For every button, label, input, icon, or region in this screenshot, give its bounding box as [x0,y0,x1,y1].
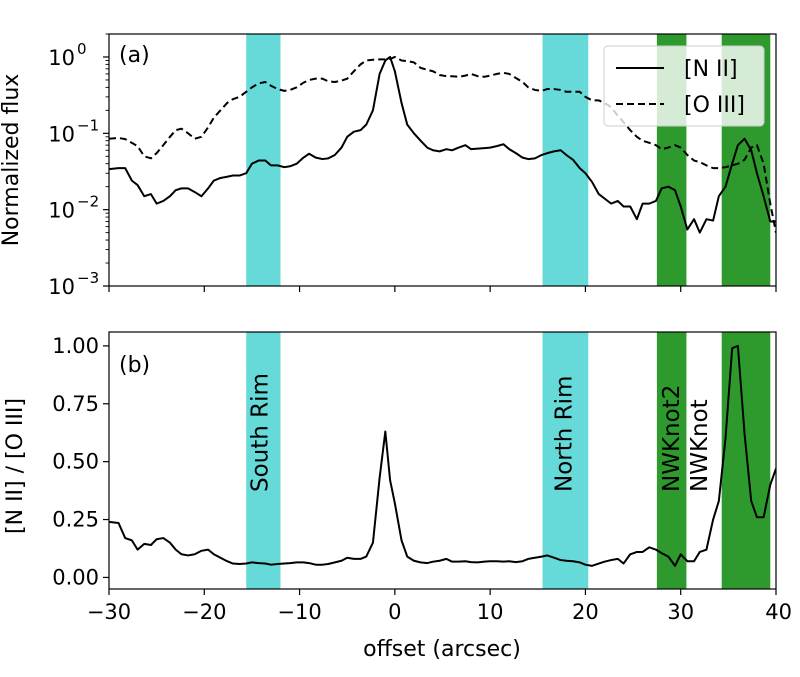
panel-b-region-2 [656,332,687,589]
series-line-n2 [109,55,776,234]
panel-a-frame [108,33,777,287]
series-line-o3 [109,55,776,233]
panel-b-xtick-label-7: 40 [765,600,792,624]
panel-b-xtick-label-2: −10 [277,600,321,624]
panel-a-ytick-exp-2: −1 [77,116,99,134]
panel-b-ytick-label-1: 0.25 [52,508,99,532]
panel-b-region-0 [246,332,281,589]
ratio-line [109,344,776,567]
panel-b-xtick-label-3: 0 [388,600,401,624]
panel-a-tag: (a) [119,43,150,68]
region-label-0: South Rim [248,373,274,492]
panel-a-region-1 [542,34,589,286]
panel-b-xtick-label-4: 10 [477,600,504,624]
legend-label-o3: [O III] [684,93,745,118]
panel-b-tag: (b) [119,353,150,378]
panel-a-lines [109,55,776,234]
panel-b-ytick-label-3: 0.75 [52,392,99,416]
panel-b-ylabel: [N II] / [O III] [3,398,28,534]
legend-label-n2: [N II] [684,57,738,82]
panel-a-ytick-exp-0: −3 [77,269,99,287]
panel-b-region-3 [721,332,771,589]
panel-b: South Rim North Rim NWKnot2 NWKnot 0.00 0.25… [3,331,792,662]
panel-b-region-1 [542,332,589,589]
region-label-1: North Rim [552,376,578,492]
region-label-2: NWKnot2 [659,385,685,492]
legend: [N II] [O III] [603,45,765,127]
panel-b-xtick-label-0: −30 [87,600,131,624]
panel-a-ytick-exp-1: −2 [77,193,99,211]
legend-box [603,45,765,127]
panel-b-ticks: 0.00 0.25 0.50 0.75 1.00 −30 −20 −10 0 10 20 30 40 [52,334,792,624]
region-label-3: NWKnot [687,399,713,492]
panel-b-ytick-label-4: 1.00 [52,334,99,358]
panel-a-ytick-label-1: 10 [48,199,75,223]
panel-a-ylabel: Normalized flux [0,74,24,247]
panel-a-ytick-label-3: 10 [48,46,75,70]
panel-b-region-labels: South Rim North Rim NWKnot2 NWKnot [248,373,713,492]
panel-b-xtick-label-1: −20 [182,600,226,624]
panel-b-xtick-label-6: 30 [667,600,694,624]
panel-b-lines [109,344,776,567]
x-axis-label: offset (arcsec) [363,637,521,662]
panel-a-ytick-label-0: 10 [48,275,75,299]
panel-a-ytick-exp-3: 0 [77,40,87,58]
panel-a-ytick-label-2: 10 [48,122,75,146]
panel-b-ytick-label-2: 0.50 [52,450,99,474]
panel-b-ytick-label-0: 0.00 [52,565,99,589]
panel-b-xtick-label-5: 20 [572,600,599,624]
panel-b-frame [108,331,777,590]
